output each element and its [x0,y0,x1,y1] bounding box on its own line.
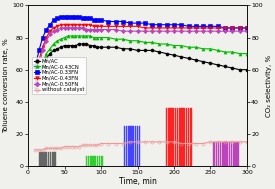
Bar [183,108,185,166]
Bar [88,156,89,166]
Bar [132,126,134,166]
Bar [226,142,228,166]
Bar [39,152,40,166]
Bar [220,142,221,166]
Bar [41,152,43,166]
Bar [126,126,127,166]
Bar [86,156,87,166]
Y-axis label: Toluene conversion rate, %: Toluene conversion rate, % [4,38,9,133]
Bar [139,126,141,166]
Bar [218,142,219,166]
Bar [97,156,98,166]
Bar [128,126,130,166]
Bar [166,108,167,166]
Bar [130,126,132,166]
Legend: Mn/AC, Mn/AC-0.43CN, Mn/AC-0.33FN, Mn/AC-0.43FN, Mn/AC-0.50FN, without catalyst: Mn/AC, Mn/AC-0.43CN, Mn/AC-0.33FN, Mn/AC… [32,57,86,94]
Bar [233,142,235,166]
X-axis label: Time, min: Time, min [119,177,156,186]
Bar [237,142,239,166]
Y-axis label: CO₂ selectivity, %: CO₂ selectivity, % [266,55,271,117]
Bar [168,108,170,166]
Bar [213,142,215,166]
Bar [224,142,226,166]
Bar [43,152,45,166]
Bar [170,108,172,166]
Bar [137,126,138,166]
Bar [222,142,224,166]
Bar [99,156,100,166]
Bar [175,108,176,166]
Bar [190,108,192,166]
Bar [229,142,230,166]
Bar [177,108,178,166]
Bar [90,156,92,166]
Bar [123,126,125,166]
Bar [179,108,181,166]
Bar [48,152,49,166]
Bar [231,142,232,166]
Bar [172,108,174,166]
Bar [188,108,189,166]
Bar [216,142,217,166]
Bar [54,152,56,166]
Bar [134,126,136,166]
Bar [92,156,94,166]
Bar [101,156,103,166]
Bar [181,108,183,166]
Bar [50,152,51,166]
Bar [45,152,47,166]
Bar [52,152,54,166]
Bar [186,108,187,166]
Bar [235,142,237,166]
Bar [94,156,96,166]
